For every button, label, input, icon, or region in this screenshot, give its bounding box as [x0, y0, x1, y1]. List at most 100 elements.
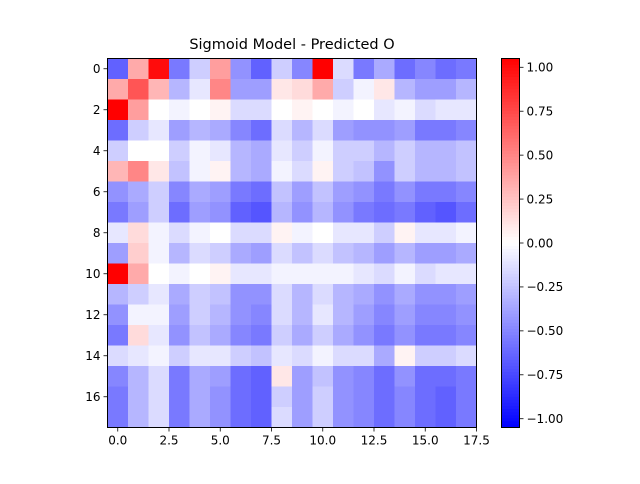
colorbar-segment	[501, 313, 520, 318]
heatmap-cell	[292, 345, 313, 367]
heatmap-cell	[148, 202, 170, 223]
colorbar-segment	[501, 418, 520, 422]
heatmap-cell	[148, 325, 170, 346]
heatmap-cell	[374, 140, 395, 162]
heatmap-cell	[333, 181, 354, 203]
heatmap-cell	[394, 407, 416, 428]
heatmap-cell	[333, 79, 354, 100]
heatmap-cell	[271, 263, 293, 285]
heatmap-cell	[271, 325, 293, 346]
heatmap-cell	[210, 243, 231, 264]
colorbar-segment	[501, 409, 520, 413]
heatmap-cell	[107, 263, 129, 285]
colorbar-segment	[501, 316, 520, 321]
colorbar-segment	[501, 92, 520, 96]
heatmap-cell	[128, 386, 149, 408]
heatmap-cell	[128, 58, 149, 80]
heatmap-cell	[333, 222, 354, 244]
heatmap-cell	[292, 366, 313, 387]
heatmap-cell	[333, 304, 354, 326]
heatmap-cell	[456, 202, 477, 223]
colorbar-segment	[501, 187, 520, 192]
heatmap-cell	[148, 79, 170, 100]
colorbar-segment	[501, 356, 520, 361]
heatmap-cell	[435, 386, 457, 408]
heatmap-cell	[251, 79, 272, 100]
heatmap-cell	[312, 386, 334, 408]
heatmap-cell	[456, 263, 477, 285]
heatmap-cell	[210, 284, 231, 305]
colorbar-segment	[501, 221, 520, 226]
colorbar-segment	[501, 405, 520, 410]
colorbar-segment	[501, 150, 520, 155]
heatmap-cell	[251, 120, 272, 141]
colorbar-axis: 1.00 0.75 0.50 0.25 0.00 −0.25 −0.50 −0.75 −1.00	[519, 61, 564, 426]
heatmap-cell	[210, 366, 231, 387]
heatmap-cell	[128, 366, 149, 387]
colorbar-segment	[501, 258, 520, 262]
heatmap-cell	[435, 222, 457, 244]
colorbar-segment	[501, 233, 520, 238]
colorbar-segment	[501, 322, 520, 327]
heatmap-cell	[435, 345, 457, 367]
plot-frame	[107, 58, 477, 428]
heatmap-cell	[333, 243, 354, 264]
colorbar-tick-label: −0.50	[527, 324, 564, 338]
colorbar-segment	[501, 70, 520, 75]
heatmap-cell	[415, 161, 436, 182]
heatmap-cell	[333, 140, 354, 162]
colorbar-segment	[501, 353, 520, 358]
heatmap-cell	[148, 263, 170, 285]
heatmap-cell	[456, 366, 477, 387]
heatmap-cell	[107, 366, 129, 387]
heatmap-cell	[374, 366, 395, 387]
heatmap-cell	[128, 181, 149, 203]
colorbar-segment	[501, 196, 520, 201]
heatmap-cell	[107, 140, 129, 162]
heatmap-cell	[148, 366, 170, 387]
heatmap-cell	[374, 407, 395, 428]
heatmap-cell	[271, 243, 293, 264]
heatmap-cell	[169, 58, 190, 80]
colorbar-segment	[501, 76, 520, 81]
heatmap-cell	[312, 243, 334, 264]
colorbar-segment	[501, 144, 520, 149]
heatmap-cell	[394, 284, 416, 305]
heatmap-cell	[271, 140, 293, 162]
colorbar-segment	[501, 344, 520, 349]
heatmap-cell	[292, 161, 313, 182]
y-tick-label: 2	[93, 103, 101, 117]
heatmap-cell	[251, 140, 272, 162]
colorbar-segment	[501, 135, 520, 139]
heatmap-cell	[292, 304, 313, 326]
heatmap-cell	[333, 325, 354, 346]
colorbar-segment	[501, 375, 520, 379]
heatmap-cell	[374, 161, 395, 182]
heatmap-cell	[230, 99, 252, 121]
colorbar-segment	[501, 239, 520, 244]
heatmap-cell	[292, 120, 313, 141]
colorbar-segment	[501, 175, 520, 179]
colorbar-segment	[501, 282, 520, 287]
heatmap-cell	[415, 222, 436, 244]
heatmap-cell	[210, 304, 231, 326]
colorbar-segment	[501, 169, 520, 173]
heatmap-cell	[189, 99, 211, 121]
heatmap-cell	[230, 284, 252, 305]
heatmap-cell	[333, 284, 354, 305]
colorbar-segment	[501, 95, 520, 99]
heatmap-cell	[128, 202, 149, 223]
colorbar-segment	[501, 89, 520, 93]
heatmap-cell	[128, 120, 149, 141]
colorbar-segment	[501, 279, 520, 284]
colorbar-segment	[501, 329, 520, 333]
colorbar-segment	[501, 218, 520, 222]
heatmap-cell	[148, 407, 170, 428]
heatmap-cell	[189, 222, 211, 244]
heatmap-cell	[251, 366, 272, 387]
heatmap-cell	[169, 99, 190, 121]
heatmap-cell	[271, 304, 293, 326]
heatmap-cell	[148, 140, 170, 162]
colorbar-segment	[501, 61, 520, 66]
heatmap-cell	[107, 202, 129, 223]
